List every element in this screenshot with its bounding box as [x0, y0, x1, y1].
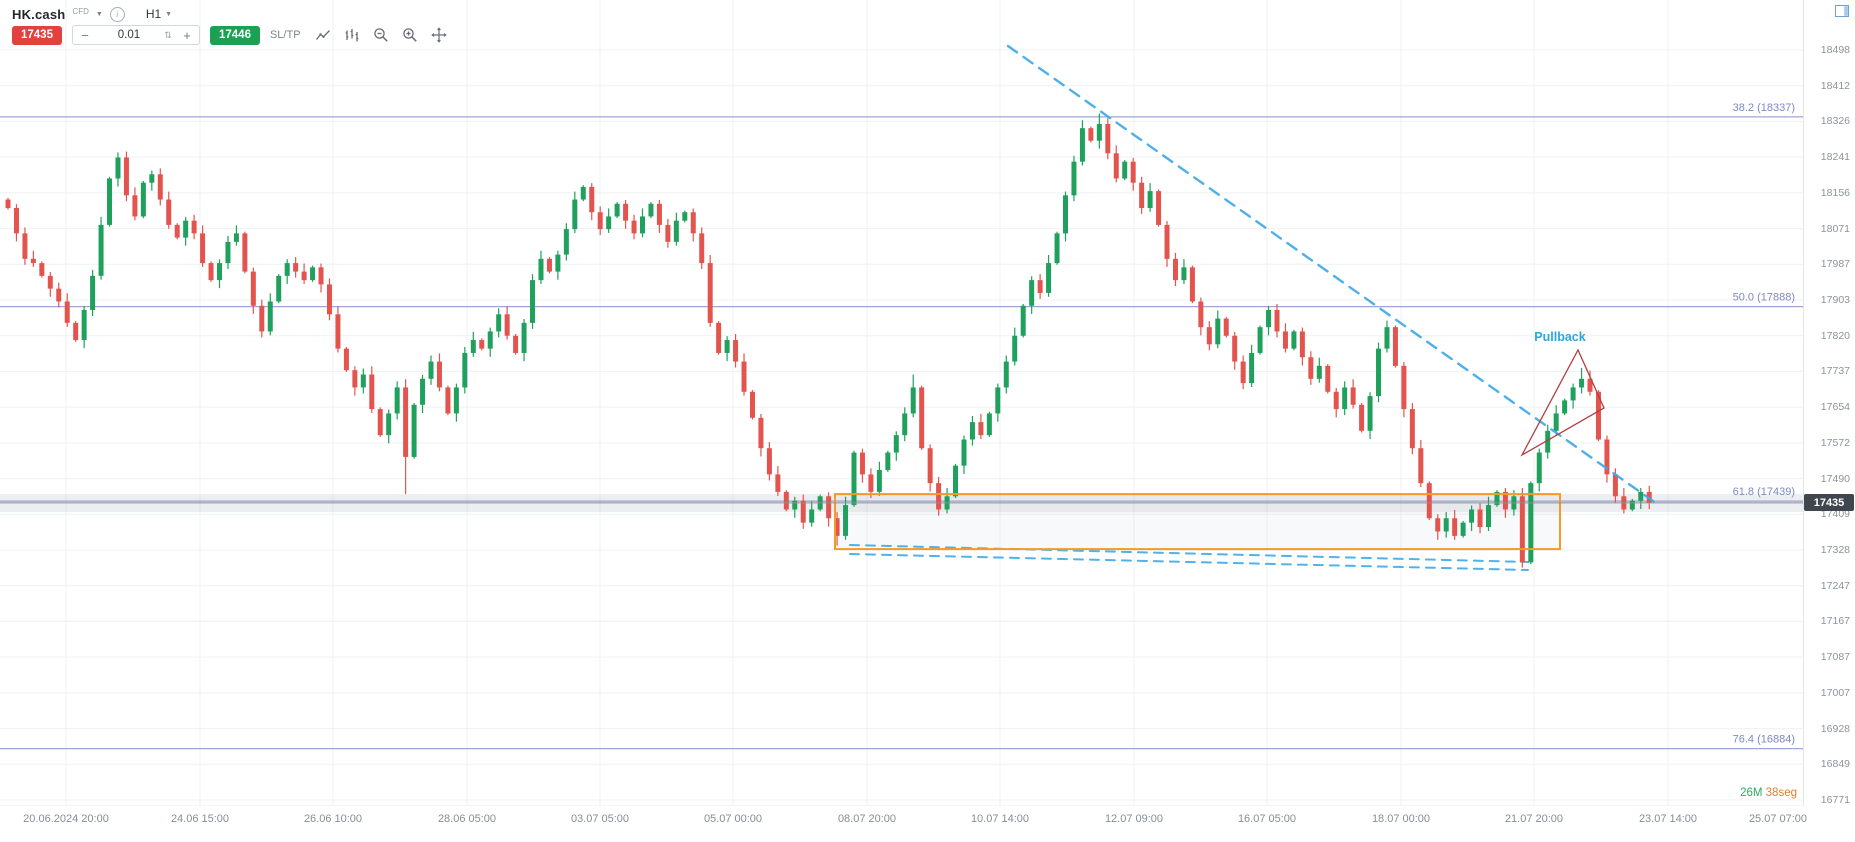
time-axis-label: 20.06.2024 20:00 — [23, 813, 109, 825]
price-axis-label: 17572 — [1820, 436, 1850, 449]
price-axis-label: 18498 — [1820, 44, 1850, 56]
current-price-badge: 17435 — [1804, 494, 1854, 512]
time-axis[interactable]: 20.06.2024 20:00 24.06 15:00 26.06 10:00 28… — [0, 806, 1855, 842]
price-axis-label: 18156 — [1820, 186, 1850, 199]
gridlines — [0, 0, 1855, 807]
instrument-header: HK.cash CFD ▼ i H1 ▼ — [12, 5, 172, 23]
volume-decrease-button[interactable]: − — [73, 26, 97, 44]
price-axis-label: 17903 — [1820, 294, 1850, 306]
time-axis-label: 08.07 20:00 — [837, 813, 897, 825]
volume-value[interactable]: 0.01 — [117, 29, 141, 41]
candle-countdown: 26M 38seg — [1740, 787, 1797, 799]
crosshair-icon[interactable] — [430, 27, 447, 43]
price-axis-label: 18071 — [1820, 222, 1850, 235]
timeframe-caret-icon: ▼ — [165, 10, 173, 18]
info-icon[interactable]: i — [109, 6, 125, 22]
time-axis-label: 23.07 14:00 — [1638, 813, 1698, 825]
pullback-flag-triangle[interactable] — [1520, 348, 1605, 457]
price-axis-label: 16928 — [1820, 722, 1850, 735]
instrument-name[interactable]: HK.cash — [12, 6, 66, 22]
price-axis-label: 18412 — [1820, 79, 1850, 92]
instrument-type-label: CFD — [72, 6, 89, 16]
side-panel-toggle-icon[interactable] — [1835, 4, 1849, 23]
price-axis-label: 17820 — [1820, 329, 1850, 342]
volume-increase-button[interactable]: + — [175, 26, 199, 44]
fib-level-label: 61.8 (17439) — [1733, 486, 1795, 498]
time-axis-label: 03.07 05:00 — [570, 813, 630, 825]
timeframe-select[interactable]: H1 ▼ — [146, 7, 172, 21]
timeframe-value: H1 — [145, 7, 162, 21]
price-axis-label: 17328 — [1820, 544, 1850, 556]
price-axis-label: 18326 — [1820, 115, 1850, 128]
pullback-label: Pullback — [1534, 330, 1585, 344]
price-axis[interactable]: 18498 18412 18326 18241 18156 18071 17987 17903… — [1803, 0, 1855, 806]
indicator-bars-icon[interactable] — [344, 27, 360, 43]
chart-toolbar — [315, 27, 447, 43]
price-axis-label: 17167 — [1820, 615, 1850, 628]
price-axis-label: 17409 — [1820, 508, 1850, 521]
fib-level-label: 50.0 (17888) — [1733, 292, 1795, 304]
volume-step-icon[interactable]: ⇅ — [164, 29, 172, 40]
time-axis-label: 26.06 10:00 — [303, 813, 363, 825]
order-panel: 17435 − 0.01 ⇅ + 17446 SL/TP — [12, 25, 447, 45]
buy-button[interactable]: 17446 — [209, 25, 260, 45]
descending-trendline[interactable] — [1006, 44, 1662, 508]
time-axis-label: 28.06 05:00 — [437, 813, 497, 825]
channel-trendlines[interactable] — [849, 544, 1529, 571]
price-axis-label: 17490 — [1820, 472, 1850, 485]
price-axis-label: 17087 — [1820, 651, 1850, 664]
instrument-dropdown-caret-icon[interactable]: ▼ — [95, 10, 103, 18]
zoom-in-icon[interactable] — [402, 27, 418, 43]
time-axis-label: 10.07 14:00 — [970, 813, 1030, 825]
price-axis-label: 18241 — [1820, 151, 1850, 164]
time-axis-label: 18.07 00:00 — [1371, 813, 1431, 825]
price-axis-label: 17007 — [1820, 686, 1850, 699]
fibonacci-retracement[interactable]: 38.2 (18337) 50.0 (17888) 61.8 (17439) 76.4… — [0, 102, 1803, 750]
chart-line-icon[interactable] — [315, 27, 331, 43]
sell-button[interactable]: 17435 — [12, 25, 62, 45]
time-axis-label: 21.07 20:00 — [1504, 813, 1564, 825]
price-axis-label: 17654 — [1820, 401, 1850, 414]
price-axis-label: 17247 — [1820, 579, 1850, 592]
fib-level-label: 38.2 (18337) — [1733, 102, 1795, 114]
time-axis-label: 05.07 00:00 — [703, 813, 763, 825]
time-axis-label: 25.07 07:00 — [1748, 813, 1808, 825]
support-zone-rectangle[interactable] — [834, 493, 1561, 551]
price-axis-label: 16849 — [1820, 758, 1850, 771]
time-axis-label: 12.07 09:00 — [1104, 813, 1164, 825]
time-axis-label: 16.07 05:00 — [1237, 813, 1297, 825]
price-axis-label: 17737 — [1820, 365, 1850, 378]
fib-level-label: 76.4 (16884) — [1733, 734, 1795, 746]
price-axis-label: 16771 — [1820, 794, 1850, 806]
countdown-minutes: 26M — [1740, 787, 1763, 799]
sltp-label[interactable]: SL/TP — [269, 29, 301, 41]
countdown-seconds: 38seg — [1765, 787, 1797, 799]
price-axis-label: 17987 — [1820, 258, 1850, 271]
zoom-out-icon[interactable] — [373, 27, 389, 43]
time-axis-label: 24.06 15:00 — [170, 813, 230, 825]
volume-control: − 0.01 ⇅ + — [71, 25, 200, 45]
